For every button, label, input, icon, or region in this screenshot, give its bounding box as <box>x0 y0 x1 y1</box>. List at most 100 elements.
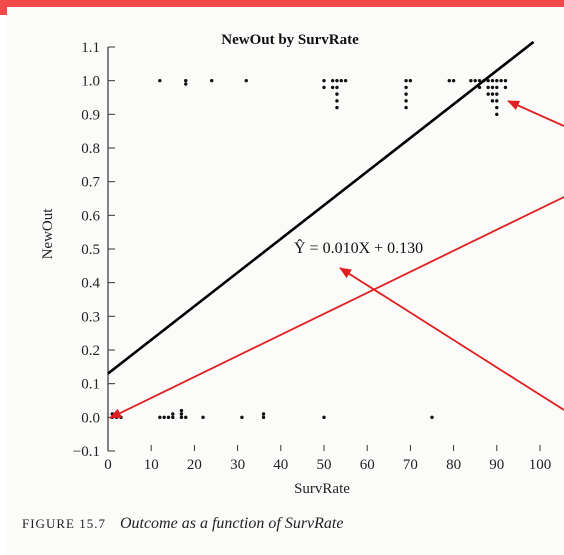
data-point <box>404 78 408 83</box>
data-point <box>244 78 248 83</box>
top-red-bar <box>0 0 564 7</box>
data-point <box>209 78 214 83</box>
data-point <box>184 82 188 86</box>
data-point <box>490 92 495 96</box>
data-point <box>486 85 490 90</box>
x-tick-label: 80 <box>446 457 461 473</box>
data-point <box>503 78 508 83</box>
data-point <box>477 78 482 83</box>
data-point <box>495 92 499 96</box>
data-point <box>503 85 508 90</box>
data-point <box>261 415 266 420</box>
data-point <box>335 99 339 103</box>
data-point <box>404 105 408 110</box>
data-point <box>339 78 343 83</box>
data-point <box>201 415 205 420</box>
y-tick-label: 0.9 <box>81 107 100 123</box>
y-tick-label: 1.0 <box>81 74 100 90</box>
y-tick-label: 0.5 <box>81 242 100 258</box>
data-point <box>335 105 339 110</box>
data-point <box>171 415 175 420</box>
data-point <box>171 412 175 416</box>
data-point <box>335 92 339 96</box>
data-point <box>490 78 495 83</box>
data-point <box>158 415 162 420</box>
data-point <box>495 85 499 90</box>
x-tick-label: 20 <box>187 457 202 473</box>
y-tick-label: 0.3 <box>81 309 100 325</box>
arrow-to-lower-points <box>109 196 564 419</box>
annotation-arrows <box>109 100 564 419</box>
y-tick-label: 0.0 <box>81 410 100 426</box>
x-tick-label: 30 <box>230 457 245 473</box>
data-point <box>404 85 408 90</box>
data-point <box>343 78 348 83</box>
y-tick-label: 0.4 <box>81 276 100 292</box>
x-tick-label: 70 <box>403 457 418 473</box>
y-axis-title: NewOut <box>40 208 56 260</box>
data-point <box>119 415 123 420</box>
arrow-to-equation <box>339 267 564 411</box>
data-point <box>179 412 184 416</box>
data-point <box>451 78 456 83</box>
y-tick-label: 1.1 <box>81 40 100 56</box>
data-point <box>330 85 335 90</box>
regression-equation-label: Ŷ = 0.010X + 0.130 <box>294 238 423 257</box>
y-tick-label: 0.7 <box>81 175 100 191</box>
y-tick-label: 0.8 <box>81 141 100 157</box>
data-point <box>179 415 184 420</box>
data-point <box>486 92 490 96</box>
x-tick-label: 40 <box>273 457 288 473</box>
data-point <box>469 78 473 83</box>
data-point <box>184 415 188 420</box>
arrow-to-upper-points <box>507 100 564 127</box>
data-point <box>335 78 339 83</box>
x-tick-label: 100 <box>529 457 552 473</box>
x-axis-title: SurvRate <box>294 481 350 497</box>
data-point <box>184 78 188 83</box>
x-tick-label: 10 <box>144 457 159 473</box>
y-tick-label: −0.1 <box>73 444 100 460</box>
data-point <box>404 99 408 103</box>
tick-marks: −0.1 0.0 0.1 0.2 0.3 0.4 0.5 0.6 0.7 0.8 0.9 1.0 1.1… <box>73 40 551 473</box>
data-point <box>495 99 499 103</box>
data-point <box>158 78 162 83</box>
data-point <box>499 78 503 83</box>
data-point <box>447 78 451 83</box>
data-point <box>490 99 495 103</box>
data-point <box>495 78 499 83</box>
figure-caption: FIGURE 15.7 Outcome as a function of Surv… <box>22 515 562 533</box>
y-tick-label: 0.6 <box>81 208 100 224</box>
data-point <box>430 415 434 420</box>
data-point <box>330 78 335 83</box>
x-tick-label: 90 <box>489 457 504 473</box>
data-point <box>166 415 171 420</box>
textbook-page <box>7 7 564 555</box>
data-point <box>261 412 266 416</box>
y-tick-label: 0.2 <box>81 343 100 359</box>
x-tick-label: 0 <box>104 457 112 473</box>
data-point <box>322 85 326 90</box>
figure-caption-text: Outcome as a function of SurvRate <box>119 515 344 532</box>
data-point <box>495 112 499 117</box>
regression-line <box>107 40 535 375</box>
data-point <box>404 92 408 96</box>
data-point <box>408 78 413 83</box>
data-point <box>495 105 499 110</box>
top-red-bar-tab <box>0 7 7 15</box>
figure-number: FIGURE 15.7 <box>22 516 106 531</box>
chart-title: NewOut by SurvRate <box>221 32 359 48</box>
data-point <box>322 78 326 83</box>
data-point <box>179 408 184 413</box>
data-point <box>110 412 115 416</box>
data-point <box>162 415 166 420</box>
data-point <box>240 415 244 420</box>
data-point <box>486 78 490 83</box>
x-tick-label: 60 <box>360 457 375 473</box>
data-point <box>322 415 326 420</box>
data-point <box>490 85 495 90</box>
data-point <box>335 85 339 90</box>
scatter-chart: −0.1 0.0 0.1 0.2 0.3 0.4 0.5 0.6 0.7 0.8 0.9 1.0 1.1… <box>40 32 564 497</box>
data-point <box>477 85 482 90</box>
x-tick-label: 50 <box>317 457 332 473</box>
